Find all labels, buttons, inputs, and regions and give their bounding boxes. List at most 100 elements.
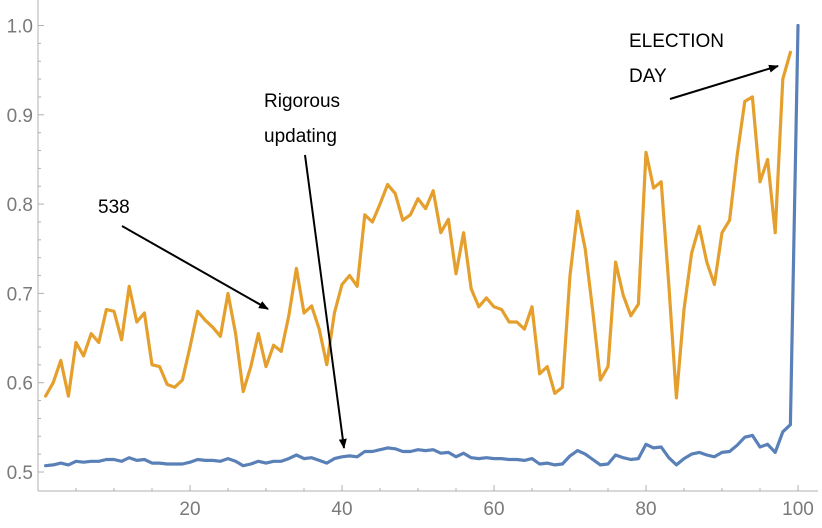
data-point (227, 292, 229, 294)
data-point (128, 457, 130, 459)
data-point (569, 455, 571, 457)
data-point (523, 459, 526, 461)
data-point (227, 458, 229, 460)
data-point (402, 219, 404, 221)
data-point (318, 459, 320, 461)
data-point (721, 232, 723, 234)
annotation-rigorous-label-line2: updating (264, 126, 337, 147)
data-point (387, 183, 389, 186)
data-point (151, 364, 153, 366)
data-point (767, 443, 769, 445)
y-tick-label: 0.5 (7, 463, 33, 484)
data-point (470, 457, 472, 459)
data-point (554, 392, 556, 394)
data-point (622, 294, 624, 296)
data-point (470, 288, 472, 290)
data-point (250, 463, 252, 465)
data-point (341, 456, 343, 458)
data-point (637, 303, 640, 305)
series-line-1 (43, 23, 800, 468)
series-line-0 (43, 50, 793, 400)
data-point (121, 460, 123, 462)
x-tick-label: 20 (179, 499, 200, 520)
data-point (273, 344, 275, 346)
data-point (356, 285, 358, 287)
data-point (478, 458, 480, 460)
data-point (546, 366, 548, 368)
data-point (143, 312, 145, 314)
data-point (455, 273, 457, 275)
data-point (463, 452, 465, 454)
data-point (767, 158, 769, 161)
data-point (151, 462, 153, 464)
data-point (174, 386, 176, 388)
x-tick-label: 40 (331, 499, 352, 520)
data-point (501, 458, 503, 460)
data-point (432, 449, 434, 451)
data-point (379, 449, 381, 451)
data-point (508, 458, 510, 461)
data-point (242, 391, 244, 393)
data-point (333, 312, 335, 314)
annotation-538-label: 538 (98, 197, 130, 218)
data-point (729, 219, 731, 221)
data-point (409, 214, 411, 216)
data-point (516, 321, 518, 323)
data-point (250, 366, 252, 368)
data-point (592, 458, 594, 461)
data-point (599, 379, 602, 381)
data-point (181, 379, 183, 381)
y-tick-label: 1.0 (7, 17, 33, 38)
data-point (440, 232, 442, 234)
data-point (501, 308, 503, 311)
data-point (691, 453, 693, 455)
data-point (645, 443, 647, 445)
data-point (653, 447, 655, 449)
y-tick-label: 0.9 (7, 106, 33, 127)
data-point (52, 464, 54, 466)
data-point (265, 462, 267, 464)
data-point (136, 321, 138, 323)
data-point (288, 458, 290, 460)
data-point (577, 450, 579, 452)
data-point (349, 455, 351, 457)
data-point (45, 395, 47, 397)
data-point (668, 283, 670, 286)
data-point (318, 328, 320, 330)
data-point (143, 458, 145, 461)
data-point (759, 446, 761, 448)
data-point (523, 328, 526, 330)
data-point (751, 96, 754, 98)
data-point (181, 463, 183, 465)
data-point (493, 306, 495, 308)
data-point (729, 450, 731, 453)
data-point (394, 448, 396, 450)
data-point (280, 350, 282, 352)
data-point (599, 464, 602, 466)
data-point (113, 458, 115, 461)
data-point (197, 310, 199, 312)
annotation-538-arrow (121, 225, 269, 310)
data-point (432, 190, 434, 192)
data-point (67, 464, 69, 466)
data-point (204, 319, 206, 321)
data-point (235, 333, 237, 335)
data-point (637, 458, 640, 460)
data-point (189, 346, 191, 348)
data-point (607, 463, 609, 465)
data-point (683, 458, 685, 460)
data-point (675, 464, 678, 466)
data-point (485, 457, 487, 459)
data-point (60, 359, 62, 361)
data-point (577, 210, 579, 212)
data-point (159, 366, 161, 368)
data-point (121, 339, 123, 341)
data-point (394, 192, 396, 194)
data-point (645, 151, 647, 153)
data-point (409, 450, 411, 453)
y-tick-label: 0.7 (7, 284, 33, 305)
annotation-rigorous-label-line1: Rigorous (264, 91, 340, 112)
axes: 20 40 60 80 100 0.5 0.6 0.7 0.8 0.9 1.0 (7, 0, 818, 520)
data-point (265, 366, 267, 368)
data-point (782, 78, 784, 80)
